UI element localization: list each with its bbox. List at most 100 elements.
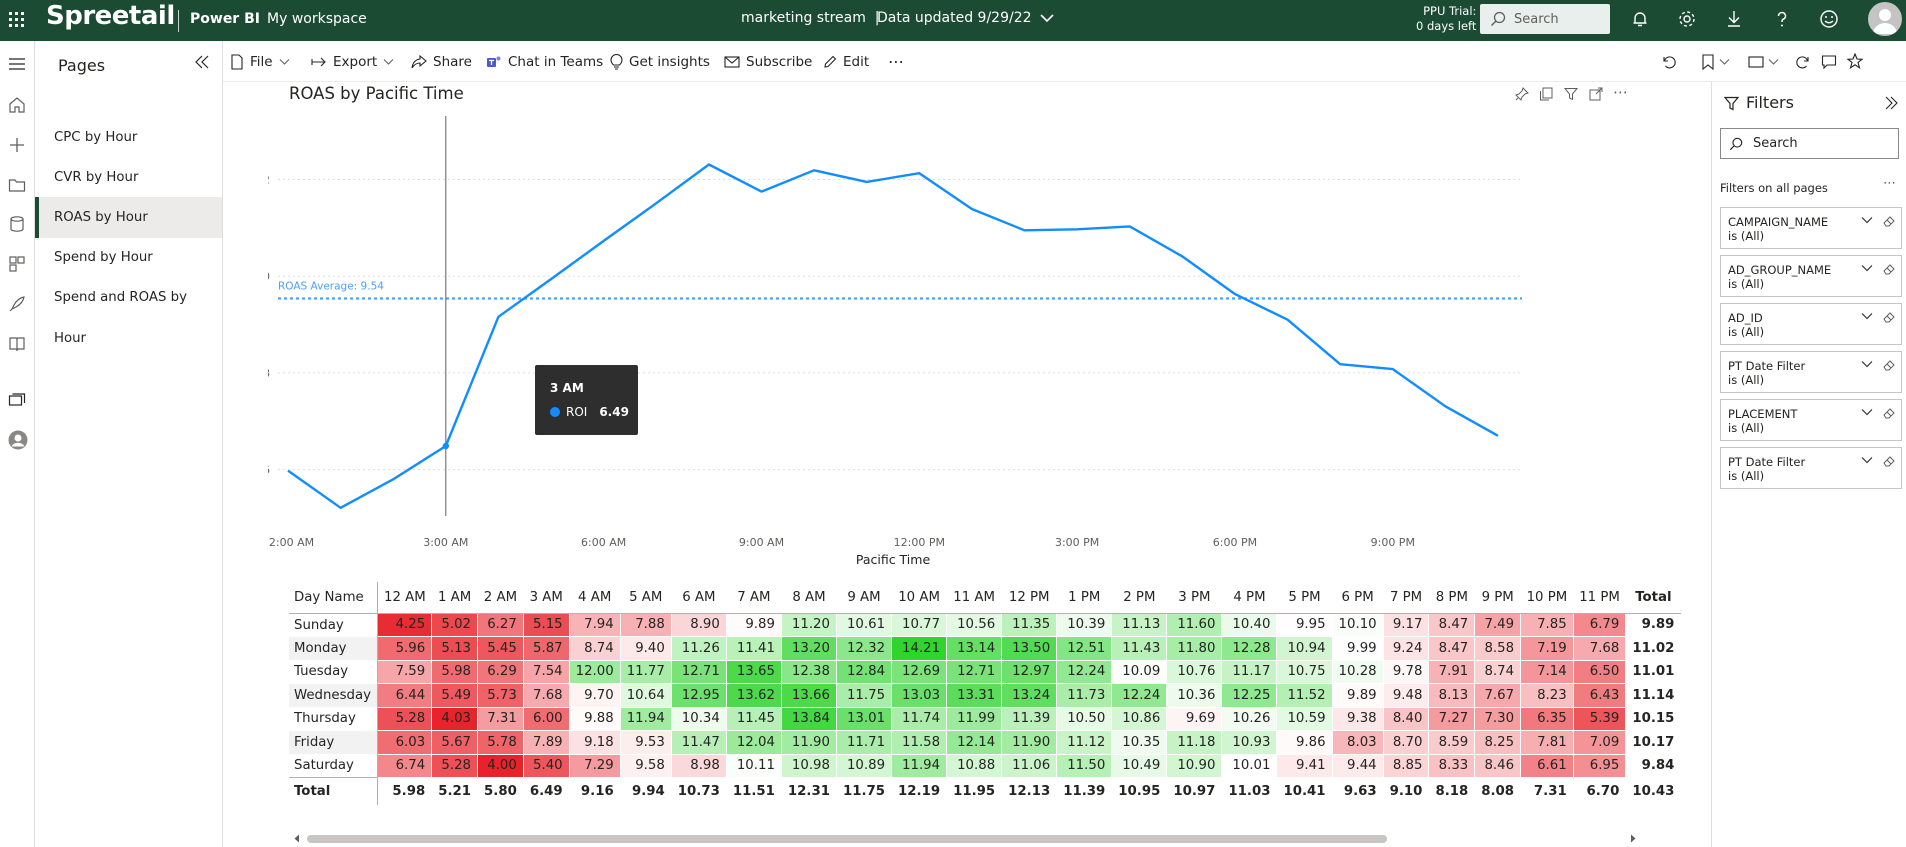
table-cell[interactable]: 7.85: [1520, 612, 1574, 637]
table-cell[interactable]: 9.89: [1331, 683, 1384, 708]
page-tab-cpc-by-hour[interactable]: CPC by Hour: [54, 130, 138, 145]
table-cell[interactable]: 13.01: [835, 706, 893, 731]
table-cell[interactable]: 11.06: [1001, 753, 1058, 778]
edit-button[interactable]: Edit: [823, 41, 869, 82]
comment-icon[interactable]: [1821, 54, 1837, 70]
column-header[interactable]: 11 PM: [1573, 582, 1626, 614]
table-cell[interactable]: 9.38: [1331, 706, 1384, 731]
table-cell[interactable]: 10.64: [619, 683, 672, 708]
filter-card[interactable]: AD_GROUP_NAME is (All): [1720, 255, 1902, 297]
table-cell[interactable]: 11.12: [1056, 730, 1113, 755]
table-cell[interactable]: 12.71: [670, 659, 727, 684]
table-cell[interactable]: 10.93: [1221, 730, 1278, 755]
table-cell[interactable]: 10.36: [1166, 683, 1223, 708]
view-icon[interactable]: [1748, 55, 1764, 69]
table-cell[interactable]: 6.29: [477, 659, 524, 684]
table-cell[interactable]: 10.39: [1056, 612, 1113, 637]
column-header[interactable]: 2 AM: [477, 582, 524, 614]
column-header[interactable]: 6 PM: [1332, 582, 1384, 614]
expand-pane-icon[interactable]: [1884, 96, 1898, 110]
table-cell[interactable]: 11.94: [891, 753, 948, 778]
table-cell[interactable]: 9.99: [1331, 636, 1384, 661]
filter-card[interactable]: PLACEMENT is (All): [1720, 399, 1902, 441]
table-cell[interactable]: 9.44: [1331, 753, 1384, 778]
table-cell[interactable]: 7.67: [1474, 683, 1522, 708]
account-avatar-icon[interactable]: [8, 430, 28, 450]
table-cell[interactable]: 10.86: [1111, 706, 1168, 731]
table-cell[interactable]: 7.88: [619, 612, 672, 637]
table-cell[interactable]: 12.00: [568, 659, 621, 684]
column-header[interactable]: 8 PM: [1428, 582, 1475, 614]
table-cell[interactable]: 13.66: [780, 683, 837, 708]
table-cell[interactable]: 8.47: [1428, 636, 1476, 661]
column-header[interactable]: 4 AM: [569, 582, 621, 614]
table-cell[interactable]: 7.14: [1520, 659, 1574, 684]
global-search-input[interactable]: Search: [1480, 4, 1610, 34]
smiley-feedback-icon[interactable]: [1819, 9, 1839, 29]
row-total-cell[interactable]: 10.17: [1625, 730, 1682, 755]
table-cell[interactable]: 11.99: [946, 706, 1003, 731]
get-insights-button[interactable]: Get insights: [610, 41, 710, 82]
table-cell[interactable]: 6.43: [1572, 683, 1627, 708]
table-cell[interactable]: 5.78: [477, 730, 524, 755]
row-total-cell[interactable]: 9.89: [1625, 612, 1682, 637]
table-cell[interactable]: 5.28: [376, 706, 433, 731]
table-cell[interactable]: 5.15: [522, 612, 570, 637]
table-cell[interactable]: 5.87: [522, 636, 570, 661]
eraser-icon[interactable]: [1883, 407, 1896, 419]
column-header[interactable]: 9 AM: [836, 582, 892, 614]
column-header[interactable]: 8 AM: [781, 582, 837, 614]
table-cell[interactable]: 11.71: [835, 730, 893, 755]
workspace-link[interactable]: My workspace: [267, 11, 367, 27]
column-header[interactable]: 5 AM: [620, 582, 672, 614]
table-cell[interactable]: 4.03: [431, 706, 479, 731]
table-cell[interactable]: 7.29: [568, 753, 621, 778]
table-cell[interactable]: 8.58: [1474, 636, 1522, 661]
table-cell[interactable]: 8.90: [670, 612, 727, 637]
eraser-icon[interactable]: [1883, 455, 1896, 467]
table-cell[interactable]: 7.49: [1474, 612, 1522, 637]
table-cell[interactable]: 8.46: [1474, 753, 1522, 778]
row-header[interactable]: Friday: [289, 730, 378, 754]
table-cell[interactable]: 12.28: [1221, 636, 1278, 661]
table-cell[interactable]: 5.67: [431, 730, 479, 755]
table-cell[interactable]: 12.69: [891, 659, 948, 684]
table-cell[interactable]: 10.90: [1166, 753, 1223, 778]
chevron-down-icon[interactable]: [1861, 360, 1873, 368]
table-cell[interactable]: 11.75: [835, 683, 893, 708]
column-header[interactable]: 9 PM: [1474, 582, 1521, 614]
table-cell[interactable]: 14.21: [891, 636, 948, 661]
table-cell[interactable]: 12.24: [1111, 683, 1168, 708]
create-plus-icon[interactable]: [8, 136, 26, 154]
column-header[interactable]: 2 PM: [1111, 582, 1167, 614]
table-cell[interactable]: 11.13: [1111, 612, 1168, 637]
table-cell[interactable]: 13.03: [891, 683, 948, 708]
row-header[interactable]: Saturday: [289, 754, 378, 778]
table-cell[interactable]: 10.61: [835, 612, 893, 637]
table-cell[interactable]: 5.73: [477, 683, 524, 708]
table-cell[interactable]: 5.40: [522, 753, 570, 778]
table-cell[interactable]: 11.94: [619, 706, 672, 731]
refresh-icon[interactable]: [1795, 54, 1811, 70]
scroll-right-icon[interactable]: [1629, 834, 1637, 843]
roas-matrix[interactable]: Day Name 12 AM 1 AM 2 AM 3 AM 4 AM 5 AM 6 AM 7 A…: [289, 582, 1682, 805]
column-header[interactable]: 1 PM: [1056, 582, 1112, 614]
table-cell[interactable]: 6.44: [376, 683, 433, 708]
table-cell[interactable]: 10.88: [946, 753, 1003, 778]
table-cell[interactable]: 10.94: [1276, 636, 1333, 661]
book-icon[interactable]: [8, 335, 26, 353]
table-cell[interactable]: 6.95: [1572, 753, 1627, 778]
table-cell[interactable]: 11.52: [1276, 683, 1333, 708]
table-cell[interactable]: 10.77: [891, 612, 948, 637]
table-cell[interactable]: 11.90: [1001, 730, 1058, 755]
more-options-button[interactable]: ⋯: [888, 52, 904, 71]
table-cell[interactable]: 7.89: [522, 730, 570, 755]
table-cell[interactable]: 12.71: [946, 659, 1003, 684]
table-cell[interactable]: 10.40: [1221, 612, 1278, 637]
column-header[interactable]: 3 AM: [523, 582, 570, 614]
table-cell[interactable]: 11.45: [725, 706, 782, 731]
row-header[interactable]: Monday: [289, 636, 378, 660]
table-cell[interactable]: 6.35: [1520, 706, 1574, 731]
brand-logo[interactable]: Spreetail: [46, 1, 175, 31]
row-total-cell[interactable]: 10.15: [1625, 706, 1682, 731]
